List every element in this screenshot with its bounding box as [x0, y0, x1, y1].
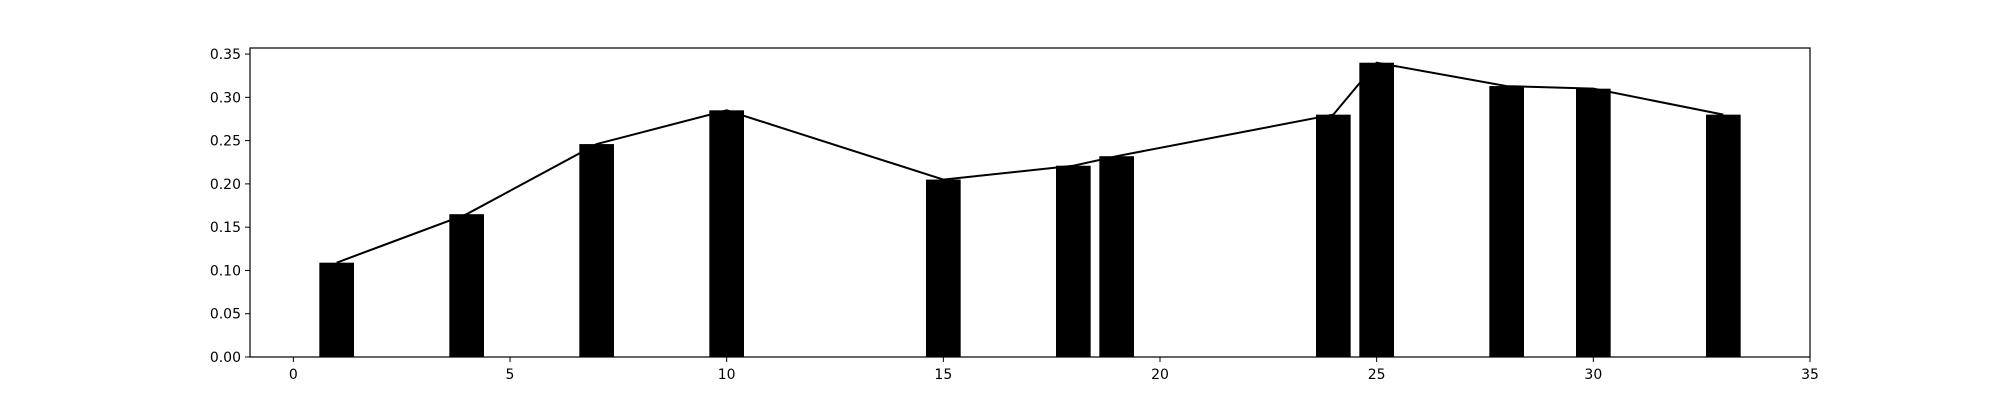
plot-frame [249, 47, 1811, 358]
y-tick-label-3: 0.15 [210, 220, 241, 236]
bar-2 [579, 144, 614, 357]
bar-4 [926, 179, 961, 357]
bar-8 [1359, 62, 1394, 357]
bar-6 [1099, 156, 1134, 357]
bar-0 [319, 262, 354, 357]
bar-5 [1056, 165, 1091, 357]
bar-1 [449, 214, 484, 357]
x-tick-label-2: 10 [718, 367, 736, 383]
x-tick-label-3: 15 [934, 367, 952, 383]
y-tick-label-4: 0.20 [210, 177, 241, 193]
y-tick-label-1: 0.05 [210, 307, 241, 323]
bar-11 [1706, 114, 1741, 357]
x-tick-label-4: 20 [1151, 367, 1169, 383]
bar-7 [1316, 114, 1351, 357]
y-tick-label-7: 0.35 [210, 47, 241, 63]
axes-layer [249, 47, 1811, 358]
y-tick-label-0: 0.00 [210, 350, 241, 366]
y-tick-label-5: 0.25 [210, 134, 241, 150]
y-tick-label-2: 0.10 [210, 263, 241, 279]
x-tick-label-1: 5 [506, 367, 515, 383]
y-tick-label-6: 0.30 [210, 90, 241, 106]
line-layer [336, 61, 1724, 264]
x-tick-label-0: 0 [289, 367, 298, 383]
bar-10 [1576, 88, 1611, 358]
x-tick-label-5: 25 [1368, 367, 1386, 383]
x-tick-label-6: 30 [1584, 367, 1602, 383]
line-series [336, 61, 1724, 264]
bars-layer [319, 62, 1741, 358]
bar-3 [709, 110, 744, 357]
ticks-layer: 0 5 10 15 20 25 30 35 0.00 0.05 0.10 0.15 0.20 0.25 0.… [210, 47, 1819, 383]
x-tick-label-7: 35 [1801, 367, 1819, 383]
bar-9 [1489, 86, 1524, 357]
